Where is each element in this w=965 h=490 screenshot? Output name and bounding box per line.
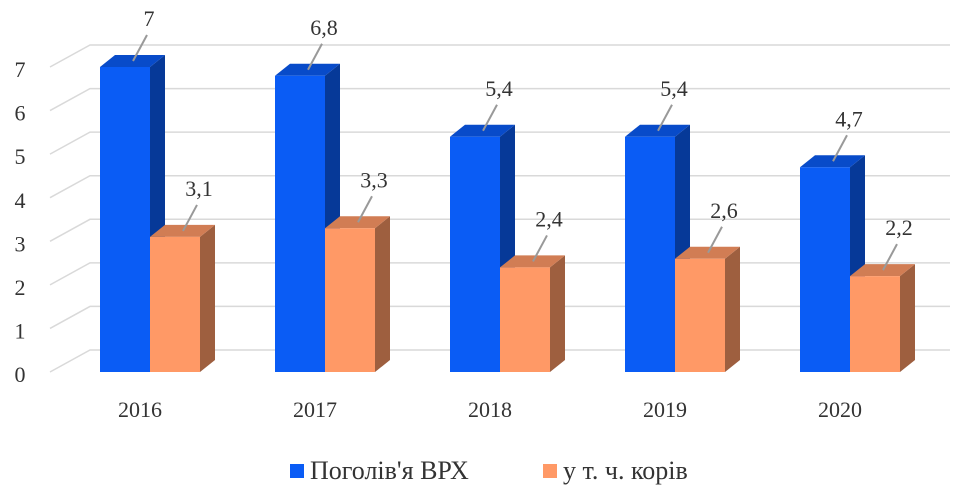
bar-face	[800, 167, 850, 372]
bar-face	[275, 75, 325, 372]
bar-face	[325, 228, 375, 372]
y-tick-label: 3	[15, 231, 26, 256]
bar-face	[500, 267, 550, 372]
bar-face	[850, 276, 900, 372]
bar-face	[150, 224, 215, 237]
bar-face	[725, 246, 740, 372]
value-label: 3,1	[185, 176, 213, 201]
leader-line	[482, 104, 498, 132]
legend-label: Поголів'я ВРХ	[310, 456, 469, 485]
grid-line	[49, 87, 950, 112]
bar-face	[850, 264, 915, 277]
leader-line	[132, 34, 148, 62]
leader-line	[882, 243, 898, 271]
x-tick-label: 2016	[118, 397, 162, 422]
bar-face	[900, 264, 915, 372]
y-tick-label: 2	[15, 275, 26, 300]
value-label: 7	[144, 6, 155, 31]
value-label: 5,4	[485, 76, 513, 101]
leader-line	[707, 226, 723, 254]
value-label: 2,6	[710, 198, 738, 223]
leader-line	[532, 234, 548, 262]
y-tick-label: 0	[15, 362, 26, 387]
y-tick-label: 6	[15, 101, 26, 126]
legend-swatch	[290, 464, 304, 478]
y-tick-label: 4	[15, 188, 26, 213]
y-tick-label: 7	[15, 57, 26, 82]
leader-line	[182, 204, 198, 232]
value-label: 2,4	[535, 206, 563, 231]
bar-face	[200, 224, 215, 372]
bar-face	[150, 236, 200, 372]
bar-face	[100, 55, 165, 67]
value-label: 2,2	[885, 215, 913, 240]
grid-line	[49, 44, 950, 68]
bar-face	[375, 216, 390, 372]
bar	[150, 224, 215, 372]
bar	[675, 246, 740, 372]
legend-label: у т. ч. корів	[563, 456, 688, 485]
y-tick-label: 1	[15, 318, 26, 343]
x-tick-label: 2018	[468, 397, 512, 422]
bar	[325, 216, 390, 372]
x-tick-label: 2019	[643, 397, 687, 422]
bar-face	[625, 136, 675, 372]
bar-face	[675, 258, 725, 372]
y-tick-label: 5	[15, 144, 26, 169]
bar	[850, 264, 915, 372]
bar	[500, 255, 565, 372]
leader-line	[357, 195, 373, 223]
legend-swatch	[543, 464, 557, 478]
leader-line	[832, 134, 848, 162]
bar-face	[450, 124, 515, 137]
bar-face	[100, 67, 150, 372]
value-label: 5,4	[660, 76, 688, 101]
bar-face	[275, 63, 340, 76]
leader-line	[307, 43, 323, 71]
bar-face	[550, 255, 565, 372]
bar	[275, 63, 340, 372]
leader-line	[657, 104, 673, 132]
bar-face	[800, 155, 865, 168]
bar-face	[675, 246, 740, 259]
x-tick-label: 2020	[818, 397, 862, 422]
value-label: 6,8	[310, 15, 338, 40]
bar-face	[500, 255, 565, 268]
bar-face	[625, 124, 690, 137]
bar-face	[325, 216, 390, 229]
bar-face	[450, 136, 500, 372]
value-label: 4,7	[835, 106, 863, 131]
x-tick-label: 2017	[293, 397, 337, 422]
value-label: 3,3	[360, 167, 388, 192]
